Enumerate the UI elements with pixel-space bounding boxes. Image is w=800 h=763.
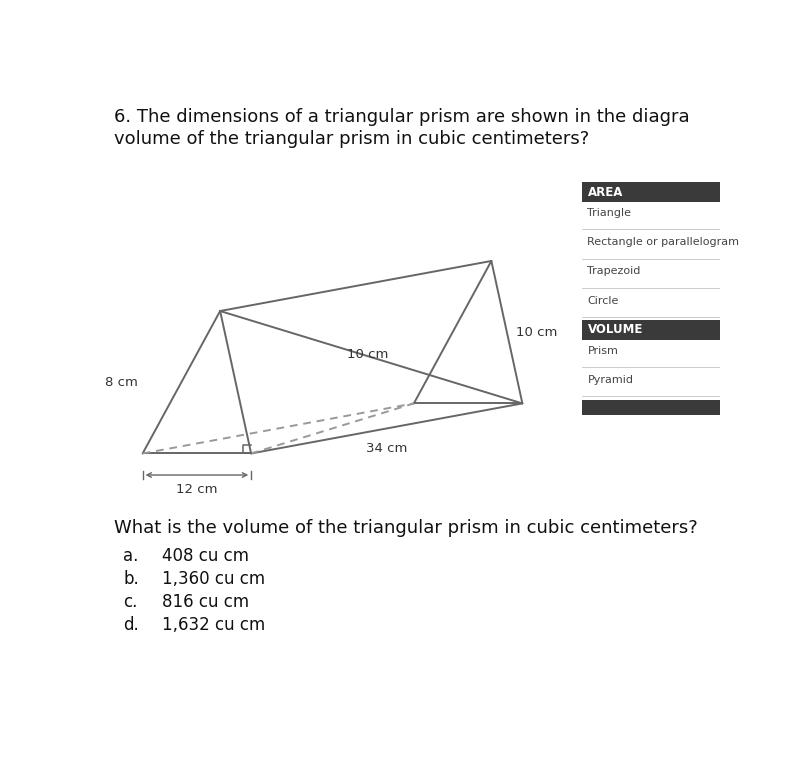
- Text: 6. The dimensions of a triangular prism are shown in the diagra: 6. The dimensions of a triangular prism …: [114, 108, 690, 127]
- Text: a.: a.: [123, 546, 138, 565]
- Text: b.: b.: [123, 570, 139, 588]
- Text: Prism: Prism: [587, 346, 618, 356]
- Text: 1,360 cu cm: 1,360 cu cm: [162, 570, 265, 588]
- Text: Trapezoid: Trapezoid: [587, 266, 641, 276]
- Text: Rectangle or parallelogram: Rectangle or parallelogram: [587, 237, 739, 247]
- Bar: [582, 400, 737, 415]
- Text: volume of the triangular prism in cubic centimeters?: volume of the triangular prism in cubic …: [114, 130, 589, 148]
- Text: VOLUME: VOLUME: [587, 324, 643, 336]
- Text: 408 cu cm: 408 cu cm: [162, 546, 249, 565]
- Text: Pyramid: Pyramid: [587, 375, 634, 385]
- Text: Circle: Circle: [587, 295, 619, 306]
- Text: 10 cm: 10 cm: [516, 326, 558, 339]
- Text: d.: d.: [123, 616, 139, 634]
- Bar: [582, 182, 737, 201]
- Text: 816 cu cm: 816 cu cm: [162, 593, 249, 611]
- Text: 8 cm: 8 cm: [105, 375, 138, 388]
- Text: AREA: AREA: [587, 185, 623, 198]
- Text: 1,632 cu cm: 1,632 cu cm: [162, 616, 266, 634]
- Text: Triangle: Triangle: [587, 208, 631, 217]
- Text: 12 cm: 12 cm: [176, 483, 218, 496]
- Bar: [582, 320, 737, 340]
- Text: c.: c.: [123, 593, 138, 611]
- Text: What is the volume of the triangular prism in cubic centimeters?: What is the volume of the triangular pri…: [114, 519, 698, 537]
- Text: 34 cm: 34 cm: [366, 443, 407, 456]
- Text: 10 cm: 10 cm: [346, 348, 388, 361]
